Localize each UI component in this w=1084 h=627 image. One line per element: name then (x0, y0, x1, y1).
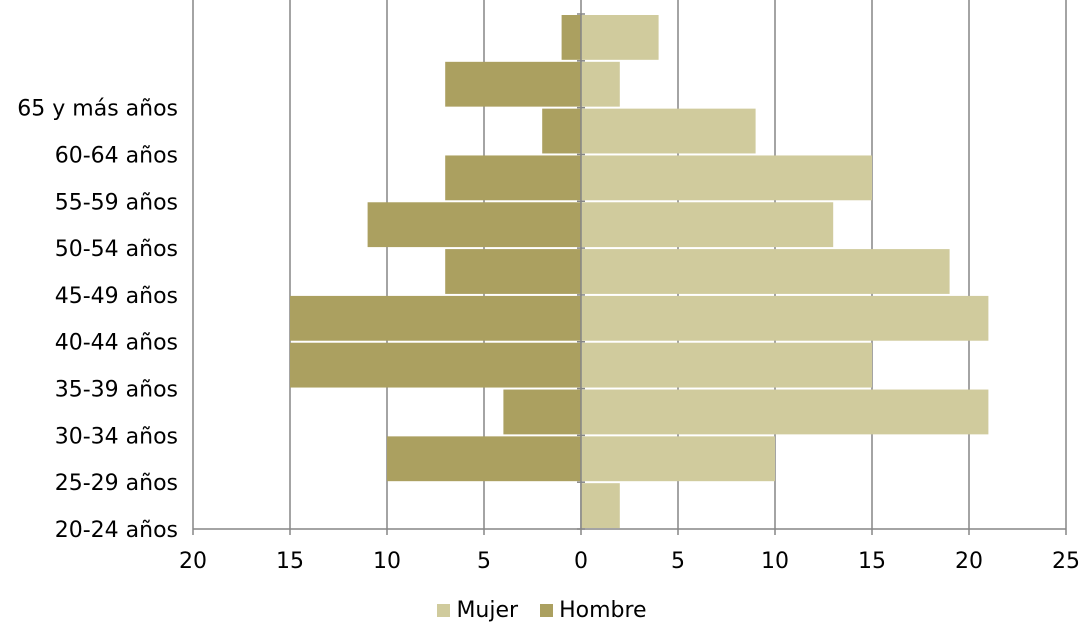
legend-item-mujer: Mujer (437, 598, 518, 623)
x-tick-label: 5 (477, 549, 491, 574)
bar-mujer-2 (581, 390, 988, 435)
x-tick-label: 5 (671, 549, 685, 574)
bar-mujer-9 (581, 62, 620, 107)
bar-mujer-8 (581, 109, 756, 154)
bar-hombre-8 (542, 109, 581, 154)
y-tick-label: 35-39 años (55, 378, 178, 403)
x-tick-label: 25 (1052, 549, 1080, 574)
x-tick-label: 15 (276, 549, 304, 574)
bar-hombre-9 (445, 62, 581, 107)
x-tick-label: 15 (858, 549, 886, 574)
y-axis-labels: 20-24 años 25-29 años 30-34 años 35-39 años… (17, 97, 178, 543)
x-tick-label: 0 (574, 549, 588, 574)
x-tick-label: 20 (955, 549, 983, 574)
bar-hombre-5 (445, 249, 581, 294)
bar-mujer-1 (581, 436, 775, 481)
bar-hombre-3 (290, 343, 581, 388)
legend-label-mujer: Mujer (456, 598, 518, 623)
bar-mujer-7 (581, 155, 872, 200)
x-tick-label: 20 (179, 549, 207, 574)
bar-mujer-0 (581, 483, 620, 528)
y-tick-label: 25-29 años (55, 471, 178, 496)
y-tick-label: 55-59 años (55, 190, 178, 215)
x-tick-label: 10 (761, 549, 789, 574)
bars (290, 15, 988, 528)
y-tick-label: 65 y más años (17, 97, 178, 122)
bar-mujer-10 (581, 15, 659, 60)
bar-hombre-6 (368, 202, 581, 247)
y-tick-label: 45-49 años (55, 284, 178, 309)
bar-mujer-4 (581, 296, 988, 341)
bar-hombre-7 (445, 155, 581, 200)
legend: Mujer Hombre (0, 594, 1084, 627)
legend-swatch-mujer (437, 604, 450, 617)
legend-label-hombre: Hombre (559, 598, 647, 623)
population-pyramid-chart: 20-24 años 25-29 años 30-34 años 35-39 años… (0, 0, 1084, 594)
y-tick-label: 40-44 años (55, 331, 178, 356)
bar-hombre-2 (503, 390, 581, 435)
y-tick-label: 30-34 años (55, 424, 178, 449)
bar-mujer-5 (581, 249, 950, 294)
y-tick-label: 20-24 años (55, 518, 178, 543)
legend-item-hombre: Hombre (540, 598, 647, 623)
bar-hombre-10 (562, 15, 581, 60)
x-tick-label: 10 (373, 549, 401, 574)
bar-mujer-6 (581, 202, 833, 247)
bar-hombre-1 (387, 436, 581, 481)
y-tick-label: 60-64 años (55, 143, 178, 168)
legend-swatch-hombre (540, 604, 553, 617)
bar-hombre-4 (290, 296, 581, 341)
x-axis-labels: 20 15 10 5 0 5 10 15 20 25 (179, 549, 1080, 574)
bar-mujer-3 (581, 343, 872, 388)
y-tick-label: 50-54 años (55, 237, 178, 262)
